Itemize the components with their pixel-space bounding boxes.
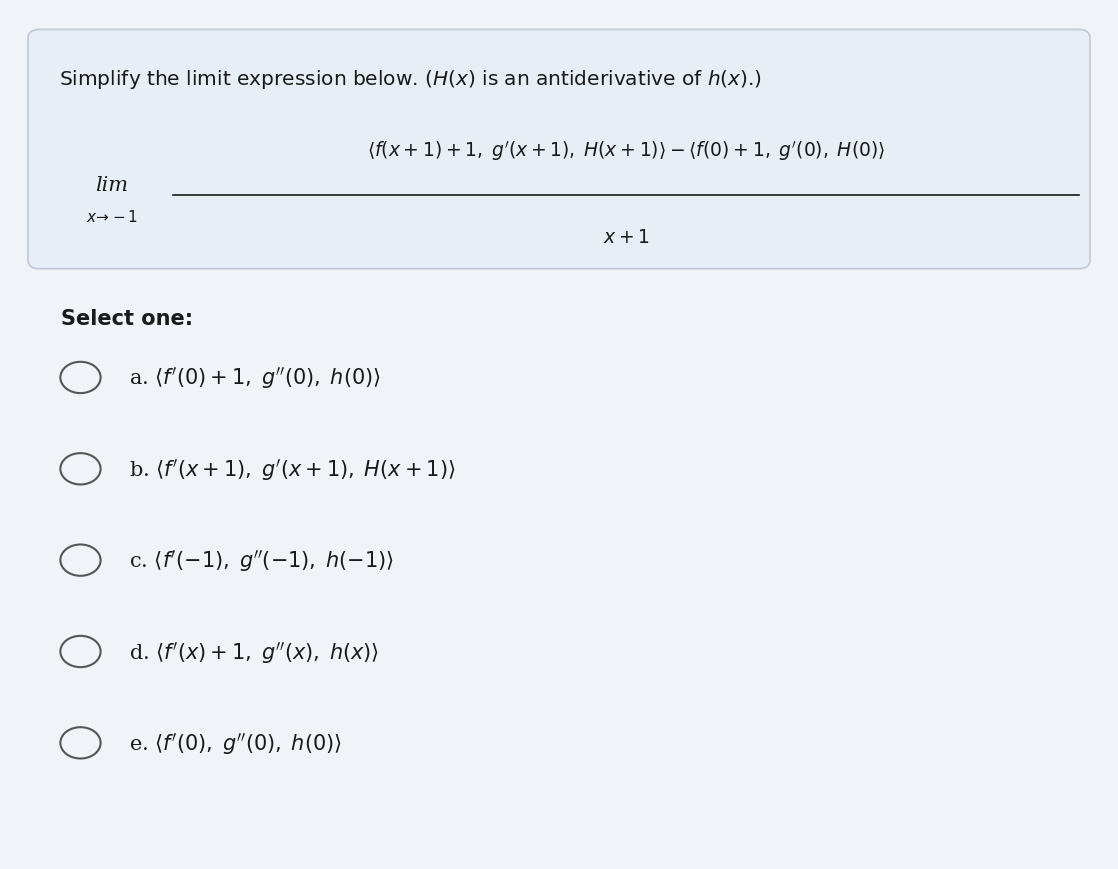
Text: a. $\langle f'(0)+1,\; g''(0),\; h(0)\rangle$: a. $\langle f'(0)+1,\; g''(0),\; h(0)\ra… — [129, 365, 380, 391]
Text: d. $\langle f'(x)+1,\; g''(x),\; h(x)\rangle$: d. $\langle f'(x)+1,\; g''(x),\; h(x)\ra… — [129, 639, 379, 665]
FancyBboxPatch shape — [28, 30, 1090, 269]
Text: b. $\langle f'(x+1),\; g'(x+1),\; H(x+1)\rangle$: b. $\langle f'(x+1),\; g'(x+1),\; H(x+1)… — [129, 456, 455, 482]
Text: lim: lim — [95, 176, 129, 195]
Text: $x\!\to\!-1$: $x\!\to\!-1$ — [86, 209, 138, 225]
Text: Simplify the limit expression below. ($H(x)$ is an antiderivative of $h(x)$.): Simplify the limit expression below. ($H… — [59, 68, 762, 90]
Text: e. $\langle f'(0),\; g''(0),\; h(0)\rangle$: e. $\langle f'(0),\; g''(0),\; h(0)\rang… — [129, 730, 342, 756]
Text: $\langle f(x+1)+1,\;g'(x+1),\;H(x+1)\rangle - \langle f(0)+1,\;g'(0),\;H(0)\rang: $\langle f(x+1)+1,\;g'(x+1),\;H(x+1)\ran… — [367, 138, 885, 163]
Text: Select one:: Select one: — [61, 308, 193, 328]
Text: $x + 1$: $x + 1$ — [603, 229, 650, 247]
Text: c. $\langle f'(-1),\; g''(-1),\; h(-1)\rangle$: c. $\langle f'(-1),\; g''(-1),\; h(-1)\r… — [129, 547, 394, 574]
